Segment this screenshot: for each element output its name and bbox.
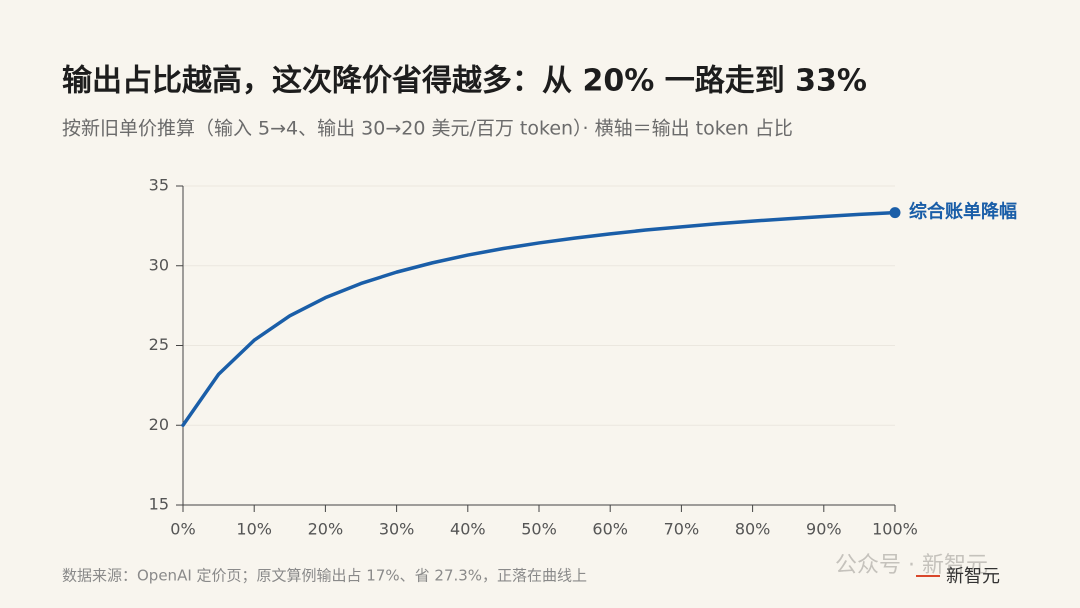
y-tick-label: 30 — [149, 255, 169, 274]
x-tick-label: 80% — [735, 520, 771, 539]
x-tick-label: 50% — [521, 520, 557, 539]
x-tick-label: 20% — [308, 520, 344, 539]
chart-title: 输出占比越高，这次降价省得越多：从 20% 一路走到 33% — [62, 64, 867, 99]
y-tick-label: 15 — [149, 495, 169, 514]
x-tick-label: 40% — [450, 520, 486, 539]
series-label: 综合账单降幅 — [909, 201, 1017, 223]
x-tick-label: 60% — [592, 520, 628, 539]
y-tick-label: 25 — [149, 335, 169, 354]
x-tick-label: 90% — [806, 520, 842, 539]
x-tick-label: 0% — [170, 520, 195, 539]
x-tick-label: 70% — [664, 520, 700, 539]
watermark: 公众号 · 新智元 — [835, 553, 988, 578]
source-note: 数据来源：OpenAI 定价页；原文算例输出占 17%、省 27.3%，正落在曲… — [62, 567, 587, 585]
end-point — [889, 207, 901, 219]
x-tick-label: 100% — [872, 520, 918, 539]
y-tick-label: 35 — [149, 176, 169, 195]
logo: 新智元 — [946, 566, 1000, 587]
y-tick-label: 20 — [149, 415, 169, 434]
x-tick-label: 30% — [379, 520, 415, 539]
chart-subtitle: 按新旧单价推算（输入 5→4、输出 30→20 美元/百万 token）· 横轴… — [62, 118, 793, 140]
x-tick-label: 10% — [236, 520, 272, 539]
line-series — [181, 210, 897, 427]
